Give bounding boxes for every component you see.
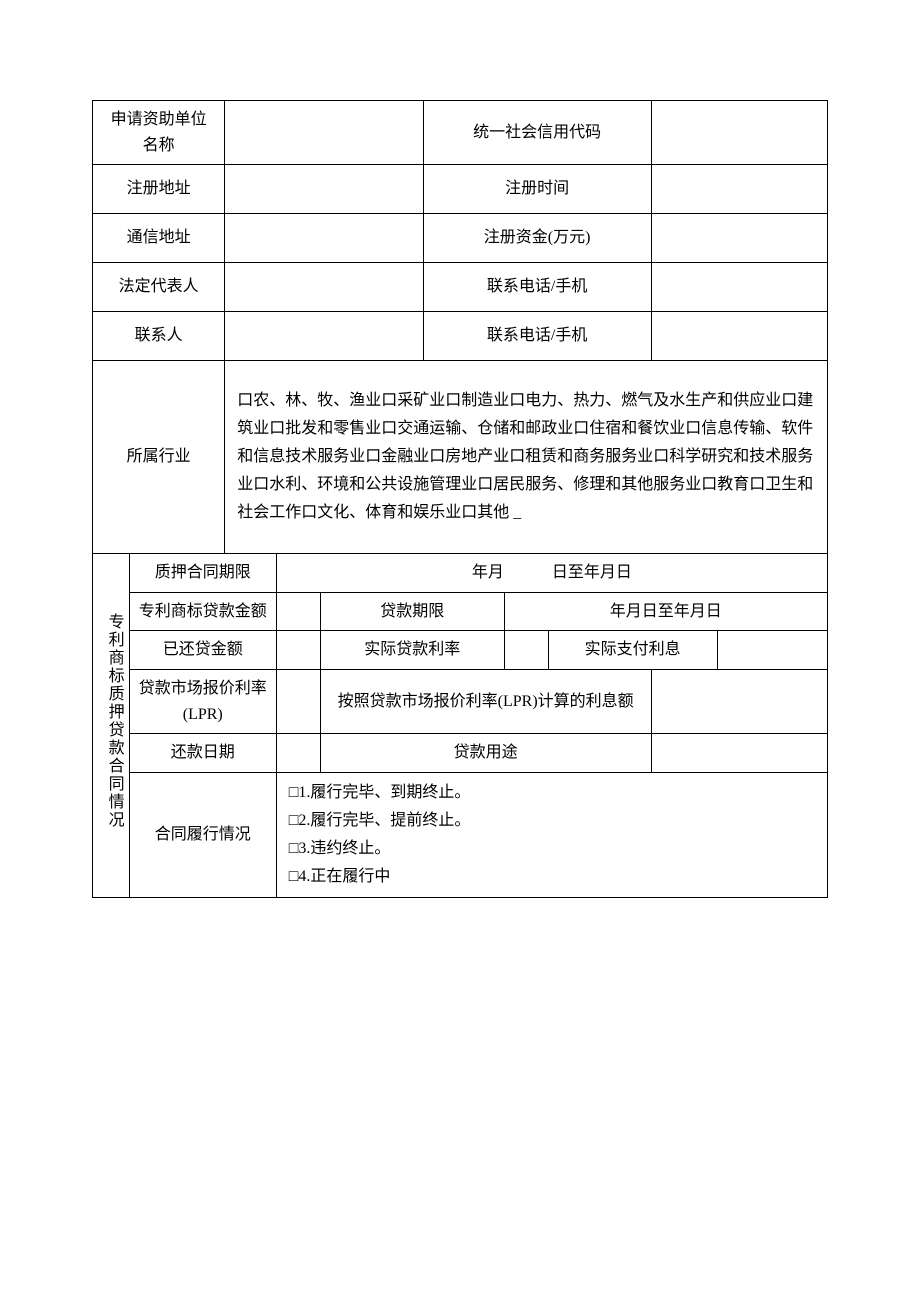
value-repaid[interactable] xyxy=(276,631,320,670)
label-uscc: 统一社会信用代码 xyxy=(423,101,651,165)
value-loan-term[interactable]: 年月日至年月日 xyxy=(504,592,827,631)
label-phone1: 联系电话/手机 xyxy=(423,263,651,312)
label-reg-cap: 注册资金(万元) xyxy=(423,214,651,263)
label-repaid: 已还贷金额 xyxy=(129,631,276,670)
label-loan-purpose: 贷款用途 xyxy=(320,734,651,773)
value-mail-addr[interactable] xyxy=(225,214,423,263)
label-loan-amount: 专利商标贷款金额 xyxy=(129,592,276,631)
value-reg-addr[interactable] xyxy=(225,165,423,214)
value-industry[interactable]: 口农、林、牧、渔业口采矿业口制造业口电力、热力、燃气及水生产和供应业口建筑业口批… xyxy=(225,361,828,554)
value-reg-time[interactable] xyxy=(651,165,827,214)
value-pledge-term[interactable]: 年月 日至年月日 xyxy=(276,554,827,593)
value-actual-interest[interactable] xyxy=(717,631,827,670)
label-loan-section: 专利商标质押贷款合同情况 xyxy=(93,554,130,898)
label-lpr-interest: 按照贷款市场报价利率(LPR)计算的利息额 xyxy=(320,669,651,733)
label-mail-addr: 通信地址 xyxy=(93,214,225,263)
application-form-table: 申请资助单位名称 统一社会信用代码 注册地址 注册时间 通信地址 注册资金(万元… xyxy=(92,100,828,898)
label-legal-rep: 法定代表人 xyxy=(93,263,225,312)
value-loan-amount[interactable] xyxy=(276,592,320,631)
label-actual-interest: 实际支付利息 xyxy=(548,631,717,670)
perf-option-2[interactable]: □2.履行完毕、提前终止。 xyxy=(289,807,815,835)
value-legal-rep[interactable] xyxy=(225,263,423,312)
value-phone1[interactable] xyxy=(651,263,827,312)
label-lpr-rate: 贷款市场报价利率(LPR) xyxy=(129,669,276,733)
label-app-unit: 申请资助单位名称 xyxy=(93,101,225,165)
label-repay-date: 还款日期 xyxy=(129,734,276,773)
perf-option-1[interactable]: □1.履行完毕、到期终止。 xyxy=(289,779,815,807)
label-actual-rate: 实际贷款利率 xyxy=(320,631,504,670)
value-app-unit[interactable] xyxy=(225,101,423,165)
perf-option-3[interactable]: □3.违约终止。 xyxy=(289,835,815,863)
value-lpr-rate[interactable] xyxy=(276,669,320,733)
label-industry: 所属行业 xyxy=(93,361,225,554)
perf-option-4[interactable]: □4.正在履行中 xyxy=(289,863,815,891)
value-reg-cap[interactable] xyxy=(651,214,827,263)
label-contact: 联系人 xyxy=(93,312,225,361)
value-contact[interactable] xyxy=(225,312,423,361)
value-loan-purpose[interactable] xyxy=(651,734,827,773)
value-uscc[interactable] xyxy=(651,101,827,165)
value-lpr-interest[interactable] xyxy=(651,669,827,733)
label-phone2: 联系电话/手机 xyxy=(423,312,651,361)
label-reg-addr: 注册地址 xyxy=(93,165,225,214)
value-performance[interactable]: □1.履行完毕、到期终止。 □2.履行完毕、提前终止。 □3.违约终止。 □4.… xyxy=(276,772,827,897)
label-performance: 合同履行情况 xyxy=(129,772,276,897)
label-loan-term: 贷款期限 xyxy=(320,592,504,631)
label-pledge-term: 质押合同期限 xyxy=(129,554,276,593)
value-actual-rate[interactable] xyxy=(504,631,548,670)
value-repay-date[interactable] xyxy=(276,734,320,773)
label-reg-time: 注册时间 xyxy=(423,165,651,214)
value-phone2[interactable] xyxy=(651,312,827,361)
